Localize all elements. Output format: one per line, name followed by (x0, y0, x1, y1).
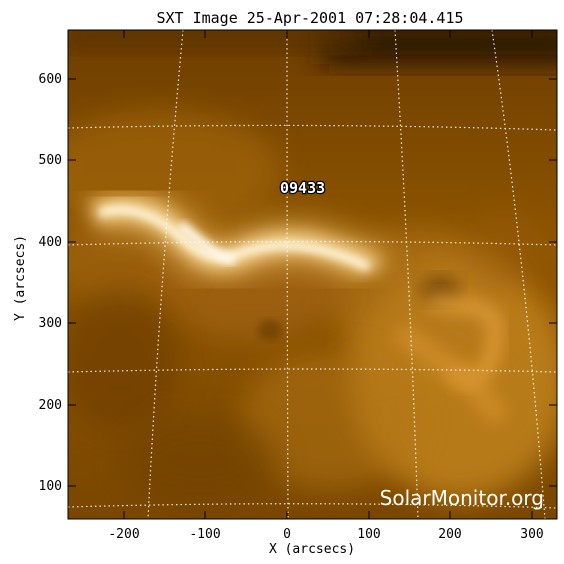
x-tick-label: 100 (357, 527, 380, 542)
y-tick-label: 500 (39, 153, 62, 168)
x-tick-label: -200 (108, 527, 139, 542)
x-axis (123, 30, 533, 519)
y-tick-label: 200 (39, 398, 62, 413)
y-tick-label: 300 (39, 316, 62, 331)
x-tick-label: 0 (283, 527, 291, 542)
y-axis (68, 78, 557, 487)
x-tick-label: -100 (189, 527, 220, 542)
y-tick-label: 600 (39, 72, 62, 87)
y-tick-label: 400 (39, 235, 62, 250)
x-tick-label: 200 (438, 527, 461, 542)
x-axis-label: X (arcsecs) (269, 542, 355, 557)
plot-frame (67, 29, 558, 520)
watermark: SolarMonitor.org (380, 486, 544, 510)
active-region-label: 09433 (280, 179, 325, 197)
y-tick-label: 100 (39, 479, 62, 494)
x-tick-label: 300 (520, 527, 543, 542)
solar-xray-image: 09433 SolarMonitor.org (68, 30, 557, 519)
y-axis-label: Y (arcsecs) (13, 235, 28, 321)
image-title: SXT Image 25-Apr-2001 07:28:04.415 (156, 9, 463, 27)
coordinate-grid (68, 30, 557, 519)
